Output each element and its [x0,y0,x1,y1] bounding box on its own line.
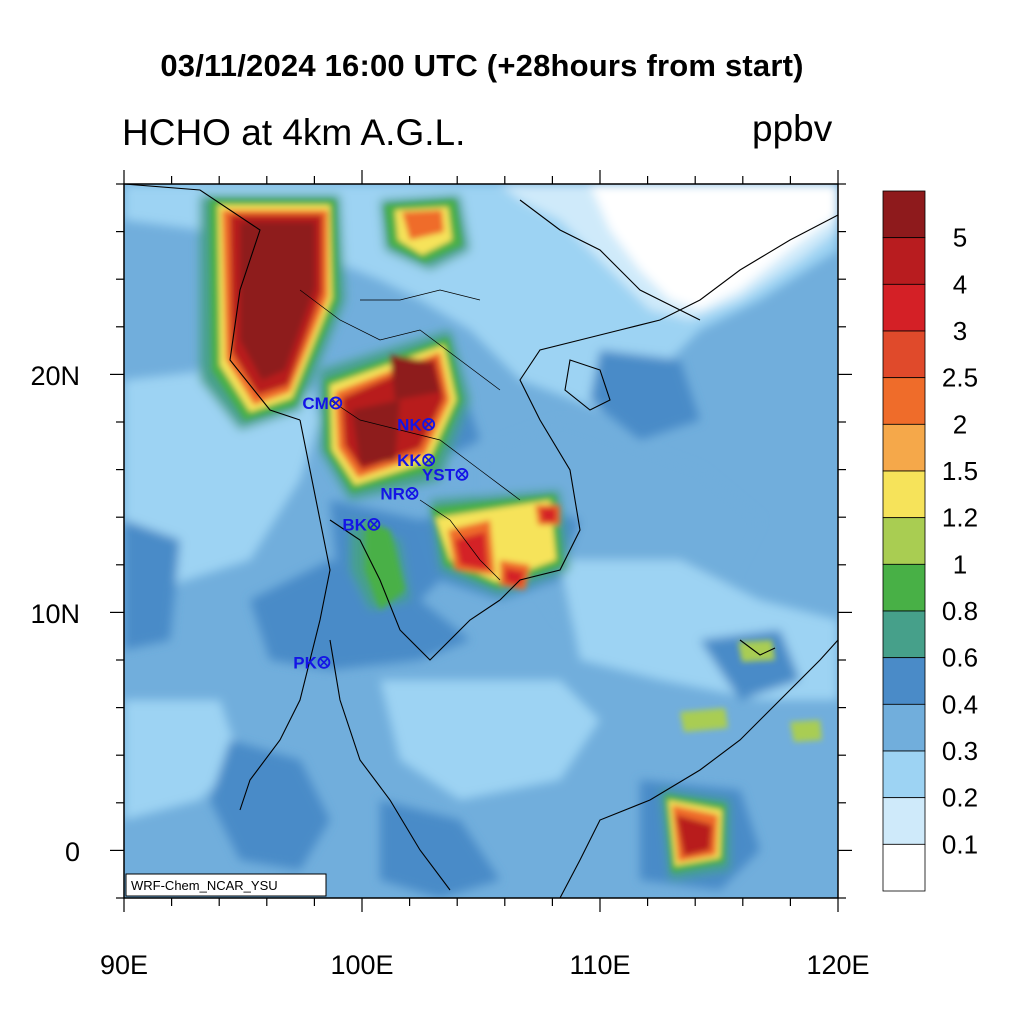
colorbar: 5 4 3 2.5 2 1.5 1.2 1 0.8 0.6 0.4 0.3 0.2 0.1 [882,190,978,892]
variable-label: HCHO at 4km A.G.L. [122,112,466,153]
station-label: NR [380,484,405,503]
colorbar-swatch [882,797,926,845]
x-tick-label: 100E [330,950,393,980]
x-tick-label: 90E [100,950,148,980]
station-cross [424,455,434,465]
station-pk: PK [293,653,331,672]
colorbar-swatch [882,330,926,379]
station-label: YST [422,465,456,484]
station-marker-icon [422,417,436,431]
colorbar-label: 0.4 [942,689,978,719]
colorbar-swatch [882,703,926,752]
colorbar-swatch [882,750,926,799]
station-marker-icon [405,486,419,500]
station-marker-icon [367,517,381,531]
model-credit: WRF-Chem_NCAR_YSU [131,878,278,893]
colorbar-label: 0.2 [942,783,978,813]
colorbar-label: 2.5 [942,363,978,393]
y-tick-label: 10N [30,599,80,629]
colorbar-swatch [882,283,926,332]
station-yst: YST [422,465,469,484]
colorbar-label: 5 [953,223,967,253]
colorbar-label: 0.3 [942,736,978,766]
station-label: PK [293,653,317,672]
station-marker-icon [329,396,343,410]
station-cross [424,420,434,429]
concentration-field [124,184,838,898]
colorbar-swatch [882,423,926,472]
station-cross [369,519,379,529]
station-marker-icon [317,655,331,669]
colorbar-swatch [882,237,926,285]
units-label: ppbv [752,108,833,149]
station-kk: KK [397,451,436,470]
axis-ticks [110,170,852,912]
credit-box [125,873,327,897]
country-borders [299,289,521,581]
colorbar-label: 3 [953,316,967,346]
station-label: BK [342,515,367,534]
station-bk: BK [342,515,381,534]
colorbar-swatch [882,377,926,425]
y-tick-label: 20N [30,361,80,391]
station-label: CM [302,394,328,413]
map-title: 03/11/2024 16:00 UTC (+28hours from star… [160,48,804,83]
station-cross [407,489,417,498]
colorbar-swatch [882,470,926,519]
colorbar-label: 4 [953,269,967,299]
station-label: KK [397,451,422,470]
colorbar-label: 0.1 [942,829,978,859]
station-cross [319,658,329,667]
colorbar-label: 1 [953,549,967,579]
station-nr: NR [380,484,419,503]
map-frame [123,183,839,899]
y-tick-label: 0 [65,837,80,867]
colorbar-label: 0.6 [942,643,978,673]
station-cross [457,469,467,479]
x-tick-label: 110E [569,950,630,980]
colorbar-label: 0.8 [942,596,978,626]
station-marker-icon [422,453,436,467]
colorbar-label: 1.2 [942,503,978,533]
colorbar-label: 2 [953,409,967,439]
coastlines [124,184,838,898]
colorbar-swatch [882,563,926,612]
colorbar-label: 1.5 [942,456,978,486]
station-cm: CM [302,394,343,413]
colorbar-swatch [882,843,926,892]
colorbar-swatch [882,190,926,239]
colorbar-swatch [882,657,926,705]
station-label: NK [397,415,422,434]
station-cross [331,398,341,408]
colorbar-swatch [882,517,926,565]
station-nk: NK [397,415,436,434]
x-tick-label: 120E [806,950,869,980]
station-marker-icon [455,467,469,481]
colorbar-swatch [882,610,926,659]
